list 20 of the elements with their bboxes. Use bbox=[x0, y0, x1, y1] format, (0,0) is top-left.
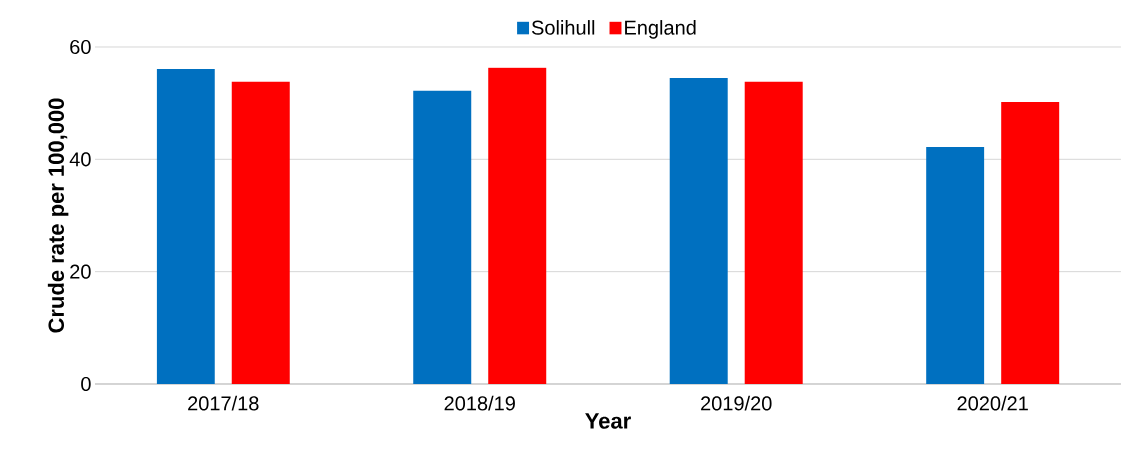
y-tick-label: 40 bbox=[69, 152, 91, 167]
legend-label: Solihull bbox=[531, 20, 595, 35]
bar bbox=[413, 90, 472, 384]
y-axis-title: Crude rate per 100,000 bbox=[47, 98, 69, 333]
y-tick-label: 60 bbox=[70, 39, 91, 55]
x-tick-label: 2019/20 bbox=[701, 395, 772, 411]
y-tick-label: 0 bbox=[81, 376, 91, 392]
x-tick-label: 2020/21 bbox=[957, 395, 1028, 411]
bar bbox=[669, 77, 728, 384]
bar bbox=[156, 68, 215, 384]
bar bbox=[926, 146, 985, 384]
bar bbox=[1001, 102, 1060, 384]
y-tick-label: 20 bbox=[70, 264, 91, 279]
bar bbox=[744, 81, 803, 384]
x-axis-title: Year bbox=[585, 413, 631, 429]
x-tick-label: 2018/19 bbox=[444, 395, 515, 411]
bar bbox=[488, 67, 547, 384]
legend-label: England bbox=[625, 20, 696, 39]
bar bbox=[231, 81, 290, 384]
x-tick-label: 2017/18 bbox=[188, 395, 259, 411]
